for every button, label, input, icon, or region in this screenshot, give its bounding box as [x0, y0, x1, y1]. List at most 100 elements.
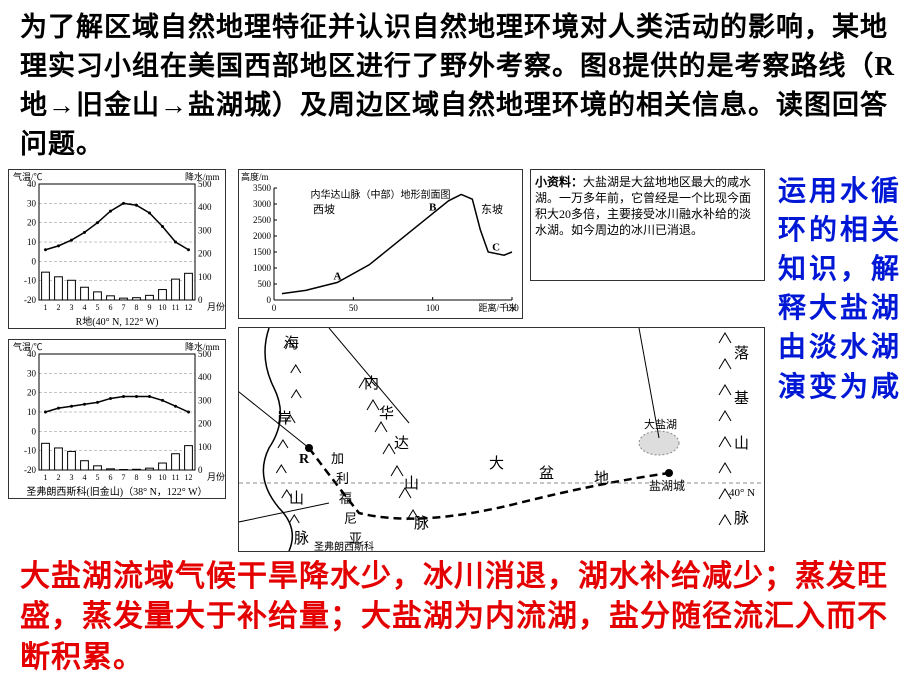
svg-text:内: 内 [364, 375, 379, 392]
svg-text:B: B [429, 201, 437, 213]
svg-text:8: 8 [135, 303, 139, 312]
svg-text:11: 11 [172, 473, 180, 482]
svg-text:海: 海 [284, 335, 299, 352]
svg-text:400: 400 [198, 202, 212, 212]
svg-text:10: 10 [159, 303, 167, 312]
svg-text:距离/千米: 距离/千米 [478, 302, 517, 313]
svg-text:100: 100 [198, 441, 212, 451]
svg-text:200: 200 [198, 248, 212, 258]
svg-text:R: R [299, 452, 310, 467]
svg-text:盆: 盆 [539, 465, 554, 482]
svg-text:脉: 脉 [414, 515, 429, 532]
svg-text:30: 30 [27, 368, 37, 378]
svg-text:-20: -20 [24, 465, 36, 475]
svg-text:8: 8 [135, 473, 139, 482]
svg-text:40° N: 40° N [729, 487, 755, 499]
svg-text:基: 基 [734, 390, 749, 407]
svg-text:12: 12 [185, 303, 193, 312]
svg-text:7: 7 [122, 473, 126, 482]
svg-text:山: 山 [734, 435, 749, 452]
svg-text:圣弗朗西斯科: 圣弗朗西斯科 [314, 540, 374, 551]
svg-text:2500: 2500 [253, 215, 272, 225]
elevation-profile: 高度/m内华达山脉（中部）地形剖面图西坡东坡050010001500200025… [238, 169, 523, 319]
question-text: 运用水循环的相关知识，解释大盐湖由淡水湖演变为咸 [778, 172, 908, 407]
svg-text:-20: -20 [24, 295, 36, 305]
svg-text:2: 2 [57, 303, 61, 312]
svg-text:圣弗朗西斯科(旧金山)（38° N，122° W）: 圣弗朗西斯科(旧金山)（38° N，122° W） [26, 485, 207, 498]
svg-text:尼: 尼 [344, 511, 357, 526]
svg-text:100: 100 [426, 303, 440, 313]
svg-text:30: 30 [27, 198, 37, 208]
svg-text:300: 300 [198, 395, 212, 405]
svg-text:100: 100 [198, 271, 212, 281]
svg-text:400: 400 [198, 372, 212, 382]
svg-text:9: 9 [148, 473, 152, 482]
svg-text:R地(40° N, 122° W): R地(40° N, 122° W) [76, 315, 159, 328]
svg-text:地: 地 [594, 470, 609, 487]
svg-text:2000: 2000 [253, 231, 272, 241]
profile-svg: 高度/m内华达山脉（中部）地形剖面图西坡东坡050010001500200025… [239, 170, 522, 318]
svg-text:高度/m: 高度/m [241, 171, 269, 182]
svg-text:500: 500 [198, 349, 212, 359]
svg-text:0: 0 [272, 303, 277, 313]
svg-text:福: 福 [339, 491, 352, 506]
svg-text:5: 5 [96, 473, 100, 482]
chart1-svg: 气温/℃降水/mm-20-100102030400100200300400500… [9, 170, 225, 328]
svg-text:-10: -10 [24, 445, 36, 455]
svg-text:9: 9 [148, 303, 152, 312]
svg-text:4: 4 [83, 473, 87, 482]
svg-text:0: 0 [32, 426, 37, 436]
intro-paragraph: 为了解区域自然地理特征并认识自然地理环境对人类活动的影响，某地理实习小组在美国西… [0, 0, 920, 169]
svg-text:6: 6 [109, 473, 113, 482]
svg-text:500: 500 [198, 179, 212, 189]
svg-text:20: 20 [27, 217, 37, 227]
svg-text:C: C [492, 241, 500, 253]
svg-text:0: 0 [32, 256, 37, 266]
svg-text:大盐湖: 大盐湖 [644, 417, 677, 431]
svg-text:1: 1 [44, 303, 48, 312]
svg-text:脉: 脉 [734, 510, 749, 527]
svg-text:5: 5 [96, 303, 100, 312]
svg-text:大: 大 [489, 455, 504, 472]
svg-text:岸: 岸 [277, 410, 292, 427]
svg-text:3500: 3500 [253, 183, 272, 193]
svg-text:加: 加 [331, 451, 344, 466]
answer-text: 大盐湖流域气候干旱降水少，冰川消退，湖水补给减少；蒸发旺盛，蒸发量大于补给量；大… [20, 557, 900, 679]
svg-text:达: 达 [394, 435, 409, 452]
svg-text:A: A [333, 270, 341, 282]
svg-text:12: 12 [185, 473, 193, 482]
svg-text:落: 落 [734, 345, 749, 362]
svg-text:10: 10 [27, 237, 37, 247]
map-svg: R盐湖城大盐湖40° N海岸山脉内华达山脉加利福尼亚大盆地落基山脉圣弗朗西斯科 [239, 328, 764, 551]
svg-text:40: 40 [27, 349, 37, 359]
climate-chart-r: 气温/℃降水/mm-20-100102030400100200300400500… [8, 169, 226, 329]
svg-text:10: 10 [159, 473, 167, 482]
svg-text:10: 10 [27, 407, 37, 417]
svg-text:50: 50 [349, 303, 359, 313]
svg-text:1000: 1000 [253, 263, 272, 273]
svg-text:东坡: 东坡 [481, 203, 503, 216]
svg-text:月份: 月份 [207, 471, 225, 482]
svg-text:1: 1 [44, 473, 48, 482]
svg-text:山: 山 [404, 475, 419, 492]
svg-text:盐湖城: 盐湖城 [649, 478, 685, 493]
svg-text:7: 7 [122, 303, 126, 312]
svg-text:6: 6 [109, 303, 113, 312]
svg-text:1500: 1500 [253, 247, 272, 257]
svg-text:利: 利 [336, 471, 349, 486]
info-box: 小资料：大盐湖是大盆地地区最大的咸水湖。一万多年前，它曾经是一个比现今面积大20… [530, 169, 765, 281]
figure-area: 气温/℃降水/mm-20-100102030400100200300400500… [0, 169, 920, 569]
svg-text:500: 500 [258, 279, 272, 289]
svg-text:3: 3 [70, 303, 74, 312]
svg-text:0: 0 [198, 295, 203, 305]
svg-text:月份: 月份 [207, 301, 225, 312]
svg-text:3: 3 [70, 473, 74, 482]
svg-text:4: 4 [83, 303, 87, 312]
svg-text:西坡: 西坡 [313, 203, 335, 216]
svg-text:华: 华 [379, 405, 394, 422]
climate-chart-sf: 气温/℃降水/mm-20-100102030400100200300400500… [8, 339, 226, 499]
chart2-svg: 气温/℃降水/mm-20-100102030400100200300400500… [9, 340, 225, 498]
svg-text:20: 20 [27, 387, 37, 397]
svg-text:脉: 脉 [294, 530, 309, 547]
route-map: R盐湖城大盐湖40° N海岸山脉内华达山脉加利福尼亚大盆地落基山脉圣弗朗西斯科 [238, 327, 765, 552]
